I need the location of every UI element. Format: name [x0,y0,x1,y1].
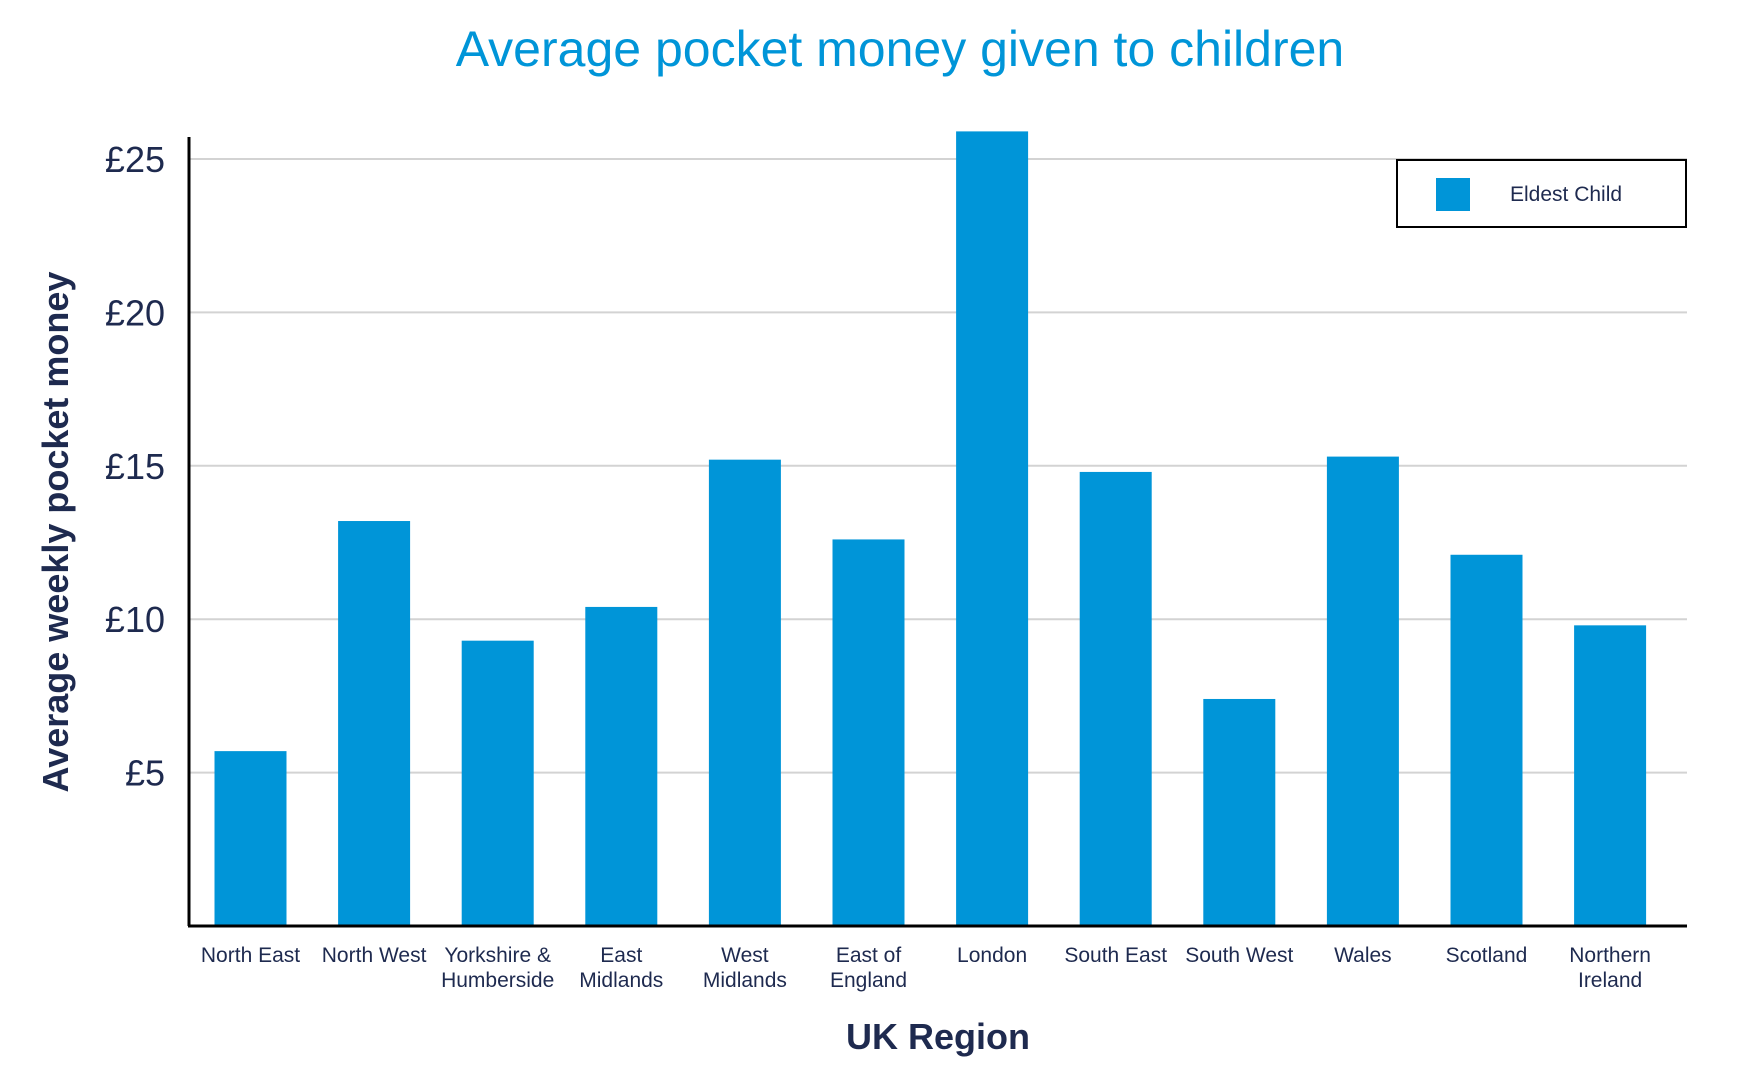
chart-title: Average pocket money given to children [456,21,1345,77]
x-tick-label: North West [322,944,427,967]
bar-west-midlands [708,459,781,926]
bars [214,131,1647,926]
bar-north-east [214,751,287,926]
x-tick-label: Yorkshire & Humberside [441,944,554,992]
x-tick-labels: North East North West Yorkshire & Humbersid… [201,944,1651,992]
legend-box [1396,159,1687,228]
bar-east-midlands [585,606,658,926]
x-tick-label: North East [201,944,300,967]
bar-london [956,131,1029,926]
axes [187,137,1687,928]
y-axis-title: Average weekly pocket money [35,272,76,793]
x-tick-label: South West [1185,944,1293,967]
bar-yorkshire-humberside [461,640,534,926]
bar-south-west [1203,698,1276,926]
x-tick-label: East Midlands [579,944,663,992]
legend: Eldest Child [1396,159,1687,228]
y-tick-label: £5 [125,753,165,794]
x-tick-label: South East [1064,944,1167,967]
y-tick-label: £20 [105,292,165,333]
legend-label-eldest-child: Eldest Child [1510,183,1622,206]
bar-scotland [1450,554,1523,926]
x-tick-label: Scotland [1446,944,1528,967]
legend-swatch-eldest-child [1436,178,1470,211]
y-tick-label: £25 [105,139,165,180]
bar-wales [1326,456,1399,926]
x-tick-label: Wales [1334,944,1392,967]
x-axis-title: UK Region [846,1016,1030,1057]
bar-northern-ireland [1574,625,1647,926]
x-tick-label: London [957,944,1027,967]
bar-north-west [338,521,411,926]
x-tick-label: West Midlands [703,944,787,992]
gridlines [189,158,1687,774]
y-tick-label: £15 [105,446,165,487]
bar-south-east [1079,471,1152,926]
x-tick-label: Northern Ireland [1569,944,1651,992]
bar-east-of-england [832,539,905,926]
y-tick-labels: £5 £10 £15 £20 £25 [105,139,165,794]
x-tick-label: East of England [830,944,907,992]
y-tick-label: £10 [105,599,165,640]
